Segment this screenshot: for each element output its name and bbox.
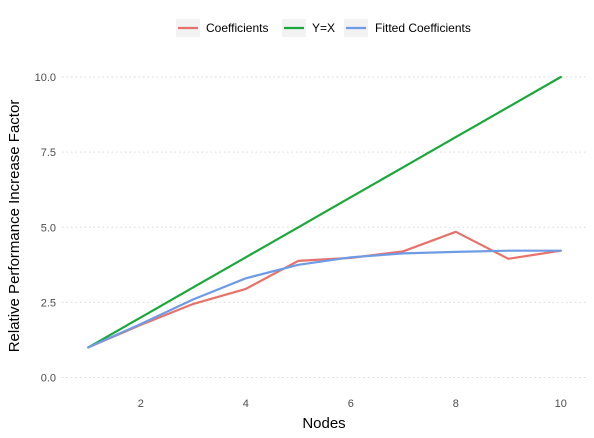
legend: Coefficients Y=X Fitted Coefficients xyxy=(176,19,471,37)
x-axis-ticks: 2 4 6 8 10 xyxy=(138,398,567,410)
x-tick-label: 4 xyxy=(243,398,249,410)
y-tick-label: 7.5 xyxy=(41,147,56,159)
legend-label: Y=X xyxy=(312,21,335,35)
y-tick-label: 0.0 xyxy=(41,372,56,384)
series-layer xyxy=(87,75,562,349)
grid xyxy=(62,76,587,378)
x-tick-label: 6 xyxy=(348,398,354,410)
y-axis-ticks: 0.0 2.5 5.0 7.5 10.0 xyxy=(35,72,56,384)
x-tick-label: 2 xyxy=(138,398,144,410)
y-tick-label: 10.0 xyxy=(35,72,56,84)
legend-item-coefficients: Coefficients xyxy=(176,19,268,37)
series-line-y-x xyxy=(87,75,562,349)
legend-item-fitted-coefficients: Fitted Coefficients xyxy=(344,19,471,37)
y-tick-label: 2.5 xyxy=(41,297,56,309)
series-line-fitted-coefficients xyxy=(87,249,562,349)
x-tick-label: 8 xyxy=(453,398,459,410)
x-axis-title: Nodes xyxy=(302,415,345,432)
series-line-coefficients xyxy=(87,230,562,349)
y-axis-title: Relative Performance Increase Factor xyxy=(6,100,23,353)
x-tick-label: 10 xyxy=(555,398,567,410)
y-tick-label: 5.0 xyxy=(41,222,56,234)
legend-label: Coefficients xyxy=(206,21,268,35)
legend-label: Fitted Coefficients xyxy=(375,21,471,35)
legend-item-y-x: Y=X xyxy=(282,19,335,37)
